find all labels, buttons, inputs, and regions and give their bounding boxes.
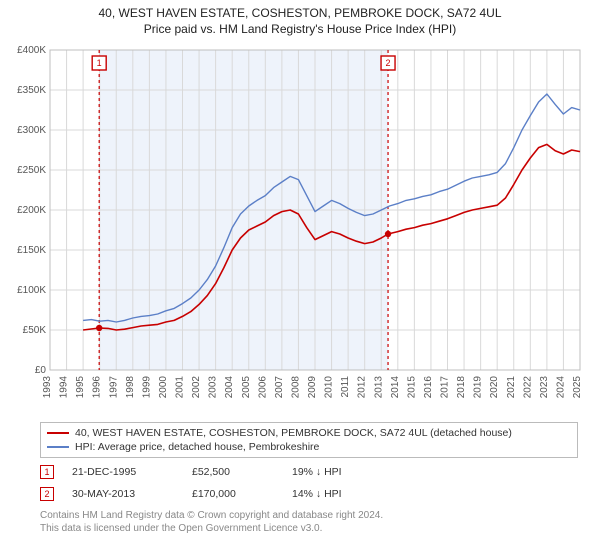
svg-text:2025: 2025	[572, 376, 583, 399]
svg-text:£50K: £50K	[23, 325, 47, 336]
svg-text:2018: 2018	[456, 376, 467, 399]
svg-text:2003: 2003	[208, 376, 219, 399]
legend-swatch-hpi	[47, 446, 69, 448]
svg-text:1993: 1993	[42, 376, 53, 399]
svg-text:£200K: £200K	[17, 205, 46, 216]
svg-text:2001: 2001	[175, 376, 186, 399]
legend-label-hpi: HPI: Average price, detached house, Pemb…	[75, 441, 319, 453]
footer-line1: Contains HM Land Registry data © Crown c…	[40, 510, 580, 523]
svg-text:2000: 2000	[158, 376, 169, 399]
chart-container: 40, WEST HAVEN ESTATE, COSHESTON, PEMBRO…	[0, 0, 600, 560]
svg-text:2015: 2015	[406, 376, 417, 399]
svg-text:£250K: £250K	[17, 165, 46, 176]
svg-text:2007: 2007	[274, 376, 285, 399]
marker-badge-1: 1	[40, 465, 54, 479]
legend-item-property: 40, WEST HAVEN ESTATE, COSHESTON, PEMBRO…	[47, 426, 571, 440]
marker-row-2: 2 30-MAY-2013 £170,000 14% ↓ HPI	[40, 484, 578, 504]
marker-delta-1: 19% ↓ HPI	[292, 466, 412, 478]
marker-row-1: 1 21-DEC-1995 £52,500 19% ↓ HPI	[40, 462, 578, 482]
svg-text:2011: 2011	[340, 376, 351, 398]
svg-text:2021: 2021	[506, 376, 517, 399]
svg-text:1996: 1996	[92, 376, 103, 399]
svg-text:2013: 2013	[373, 376, 384, 399]
marker-price-1: £52,500	[192, 466, 292, 478]
svg-text:2009: 2009	[307, 376, 318, 399]
marker-num-1: 1	[44, 467, 49, 477]
svg-text:2005: 2005	[241, 376, 252, 399]
svg-text:2017: 2017	[440, 376, 451, 399]
svg-text:2019: 2019	[473, 376, 484, 399]
svg-text:2004: 2004	[224, 376, 235, 399]
svg-text:2023: 2023	[539, 376, 550, 399]
legend-item-hpi: HPI: Average price, detached house, Pemb…	[47, 440, 571, 454]
legend: 40, WEST HAVEN ESTATE, COSHESTON, PEMBRO…	[40, 422, 578, 458]
svg-text:£100K: £100K	[17, 285, 46, 296]
title-block: 40, WEST HAVEN ESTATE, COSHESTON, PEMBRO…	[0, 0, 600, 38]
legend-swatch-property	[47, 432, 69, 434]
svg-text:2010: 2010	[324, 376, 335, 399]
svg-text:2016: 2016	[423, 376, 434, 399]
svg-text:2022: 2022	[522, 376, 533, 399]
marker-date-1: 21-DEC-1995	[72, 466, 192, 478]
svg-text:1998: 1998	[125, 376, 136, 399]
marker-badge-2: 2	[40, 487, 54, 501]
chart-area: £0 £50K £100K £150K £200K £250K £300K £350K £400…	[8, 44, 592, 414]
marker-num-2: 2	[44, 489, 49, 499]
svg-text:1995: 1995	[75, 376, 86, 399]
title-line2: Price paid vs. HM Land Registry's House …	[0, 22, 600, 36]
svg-text:2: 2	[386, 58, 391, 68]
title-line1: 40, WEST HAVEN ESTATE, COSHESTON, PEMBRO…	[0, 6, 600, 20]
svg-text:2006: 2006	[257, 376, 268, 399]
marker-date-2: 30-MAY-2013	[72, 488, 192, 500]
svg-text:£300K: £300K	[17, 125, 46, 136]
legend-label-property: 40, WEST HAVEN ESTATE, COSHESTON, PEMBRO…	[75, 427, 512, 439]
svg-text:1997: 1997	[108, 376, 119, 399]
marker-table: 1 21-DEC-1995 £52,500 19% ↓ HPI 2 30-MAY…	[40, 462, 578, 506]
svg-text:1994: 1994	[59, 376, 70, 399]
svg-text:1999: 1999	[141, 376, 152, 399]
line-chart: £0 £50K £100K £150K £200K £250K £300K £350K £400…	[8, 44, 592, 414]
svg-text:2012: 2012	[357, 376, 368, 399]
svg-text:2014: 2014	[390, 376, 401, 399]
footer-note: Contains HM Land Registry data © Crown c…	[40, 510, 580, 535]
svg-text:£400K: £400K	[17, 45, 46, 56]
svg-text:2024: 2024	[555, 376, 566, 399]
footer-line2: This data is licensed under the Open Gov…	[40, 523, 580, 536]
svg-text:1: 1	[97, 58, 102, 68]
svg-text:2002: 2002	[191, 376, 202, 399]
marker-price-2: £170,000	[192, 488, 292, 500]
svg-text:2008: 2008	[290, 376, 301, 399]
svg-text:£0: £0	[35, 365, 47, 376]
svg-text:£350K: £350K	[17, 85, 46, 96]
svg-text:£150K: £150K	[17, 245, 46, 256]
marker-delta-2: 14% ↓ HPI	[292, 488, 412, 500]
svg-text:2020: 2020	[489, 376, 500, 399]
